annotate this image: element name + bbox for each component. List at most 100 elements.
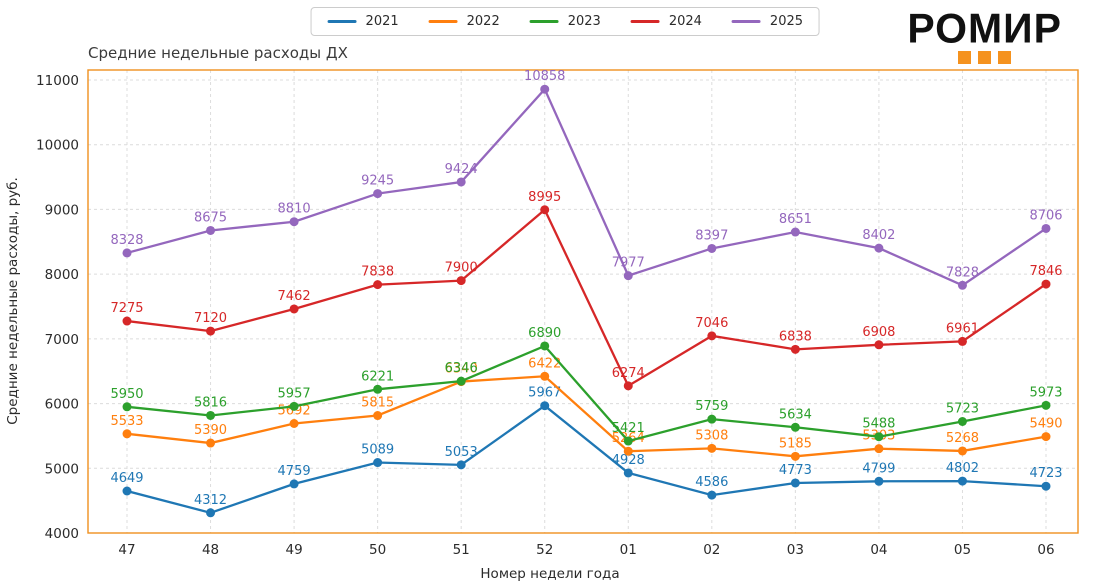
chart-title: Средние недельные расходы ДХ [88, 44, 348, 62]
series-2023-point [874, 432, 884, 442]
series-2023-point [707, 414, 717, 424]
svg-text:10000: 10000 [36, 138, 79, 154]
series-2023-value-label: 6890 [528, 326, 561, 341]
series-2021-point [540, 401, 550, 411]
series-2023-point [1041, 400, 1051, 410]
series-2021-point [957, 476, 967, 486]
series-2023-point [206, 410, 216, 420]
series-2024-point [623, 381, 633, 391]
series-2021-value-label: 4773 [779, 463, 812, 478]
series-2025-value-label: 7828 [946, 265, 979, 280]
series-2022-value-label: 5390 [194, 423, 227, 438]
series-2024-value-label: 6274 [612, 366, 645, 381]
series-2025-value-label: 8706 [1029, 208, 1062, 223]
svg-text:01: 01 [620, 542, 637, 558]
series-2022-point [540, 371, 550, 381]
romir-logo-text: РОМИР [907, 4, 1062, 52]
logo-square-icon [978, 51, 992, 64]
series-2021-point [456, 460, 466, 470]
series-2024-line [126, 207, 1047, 388]
series-2024-point [957, 336, 967, 346]
y-axis-title: Средние недельные расходы, руб. [5, 177, 21, 425]
series-2025-value-label: 9245 [361, 174, 394, 189]
series-2025-point [122, 248, 132, 258]
series-2022-point [707, 443, 717, 453]
series-2022-point [874, 444, 884, 454]
series-2023-value-label: 5973 [1029, 385, 1062, 400]
series-2024: 7275 7120 7462 7838 7900 8995 6274 7046 6838 6908… [110, 190, 1063, 391]
series-2022: 5533539056925815634064225264530851855303… [110, 356, 1063, 461]
svg-text:5000: 5000 [45, 461, 79, 477]
series-2024-value-label: 7846 [1029, 264, 1062, 279]
series-2025-point [206, 225, 216, 235]
legend-item-2025: 2025 [731, 14, 804, 29]
series-2021-point [122, 486, 132, 496]
series-2022-point [1041, 432, 1051, 442]
legend-label: 2021 [365, 14, 399, 29]
series-2025-value-label: 8397 [695, 228, 728, 243]
series-2025-line [126, 87, 1047, 287]
series-2024-value-label: 6961 [946, 321, 979, 336]
series-2025-value-label: 8810 [278, 202, 311, 217]
legend-item-2021: 2021 [327, 14, 399, 29]
legend-label: 2023 [567, 14, 601, 29]
series-2022-value-label: 6422 [528, 356, 561, 371]
svg-text:02: 02 [703, 542, 720, 558]
series-2023-value-label: 5421 [612, 421, 645, 436]
series-2022-value-label: 5185 [779, 436, 812, 451]
svg-text:06: 06 [1037, 542, 1054, 558]
svg-text:50: 50 [369, 542, 386, 558]
series-2025-value-label: 8402 [862, 228, 895, 243]
series-2024-value-label: 6908 [862, 325, 895, 340]
series-2023-point [456, 376, 466, 386]
series-2024-value-label: 7462 [278, 289, 311, 304]
series-2021-value-label: 4312 [194, 493, 227, 508]
series-2022-value-label: 5268 [946, 431, 979, 446]
series-2025-point [456, 177, 466, 187]
series-2024-value-label: 7275 [110, 301, 143, 316]
series-2024-value-label: 7838 [361, 265, 394, 280]
series-2024-point [456, 276, 466, 286]
svg-text:48: 48 [202, 542, 219, 558]
series-2024-value-label: 7900 [445, 261, 478, 276]
series-2022-point [623, 446, 633, 456]
series-2021-value-label: 4802 [946, 461, 979, 476]
svg-text:47: 47 [118, 542, 135, 558]
series-2025-value-label: 9424 [445, 162, 478, 177]
gridlines [88, 70, 1078, 534]
series-2021: 4649 4312 4759 5089 5053 5967 4928 4586 4773 4799… [110, 386, 1063, 518]
series-2024-point [289, 304, 299, 314]
series-2024-value-label: 8995 [528, 190, 561, 205]
series-2022-value-label: 5815 [361, 396, 394, 411]
svg-text:04: 04 [870, 542, 887, 558]
legend-line-icon [630, 20, 660, 23]
legend-label: 2025 [769, 14, 804, 29]
romir-logo-squares-icon [907, 51, 1062, 64]
series-2023-value-label: 6221 [361, 369, 394, 384]
legend-label: 2024 [668, 14, 702, 29]
svg-text:4000: 4000 [45, 526, 79, 542]
series-2024-point [206, 326, 216, 336]
legend-line-icon [428, 20, 458, 23]
series-2022-point [206, 438, 216, 448]
series-2025-point [790, 227, 800, 237]
series-2021-point [1041, 481, 1051, 491]
series-2023-value-label: 5957 [278, 386, 311, 401]
x-tick-labels: 47 48 49 50 51 52 01 02 03 04 05 06 [118, 542, 1054, 558]
series-2025-value-label: 10858 [524, 69, 565, 84]
series-2021-point [373, 458, 383, 468]
series-2021-value-label: 4799 [862, 461, 895, 476]
series-2022-value-label: 5490 [1029, 417, 1062, 432]
series-2021-value-label: 4723 [1029, 466, 1062, 481]
series-2024-point [373, 280, 383, 290]
series-2025: 8328 8675 8810 9245 9424 10858 7977 8397 8651 840… [110, 69, 1063, 290]
series-2024-point [1041, 279, 1051, 289]
series-2025-value-label: 8328 [110, 233, 143, 248]
series-2022-point [373, 411, 383, 421]
legend-line-icon [327, 20, 357, 23]
series-2025-point [707, 243, 717, 253]
series-2023-point [373, 384, 383, 394]
series-2022-point [957, 446, 967, 456]
